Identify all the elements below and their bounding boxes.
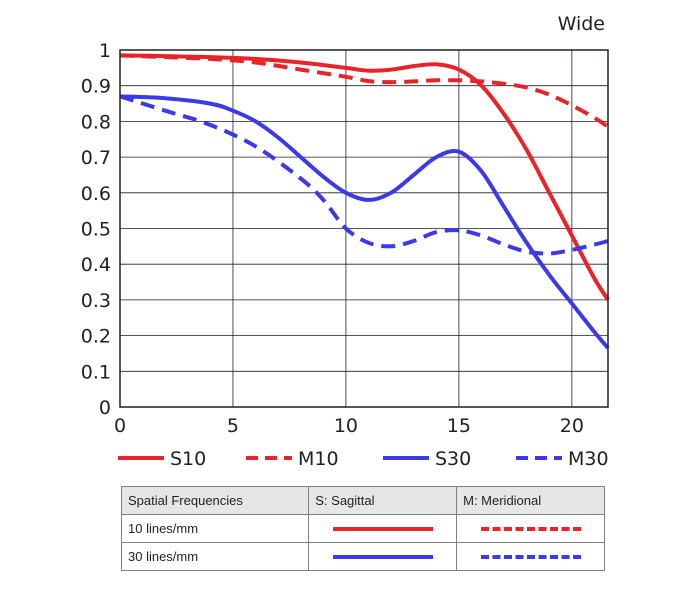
legend: S10 M10 S30 M30 (118, 448, 609, 470)
y-tick-label: 0.9 (81, 76, 111, 98)
legend-label-m30: M30 (568, 448, 609, 470)
meridional-swatch-cell (456, 514, 605, 543)
legend-label-s30: S30 (435, 448, 471, 470)
y-tick-label: 0.5 (81, 219, 111, 241)
legend-label-s10: S10 (170, 448, 206, 470)
y-tick-label: 0.3 (81, 290, 111, 312)
table-row: 30 lines/mm (120, 542, 605, 571)
y-tick-label: 0.6 (81, 183, 111, 205)
x-tick-label: 0 (114, 415, 126, 437)
header-meridional: M: Meridional (456, 486, 605, 515)
solid-line-swatch (332, 554, 433, 559)
y-tick-label: 0.8 (81, 111, 111, 133)
y-tick-label: 0.1 (81, 361, 111, 383)
mtf-chart: 0 0.1 0.2 0.3 0.4 0.5 0.6 0.7 0.8 0.9 1 0 5 10 15 20 W… (81, 13, 610, 470)
dashed-line-swatch (480, 526, 581, 531)
row-label: 10 lines/mm (120, 514, 310, 543)
x-tick-label: 20 (560, 415, 584, 437)
series-line-s30 (119, 94, 610, 350)
solid-line-swatch (332, 526, 433, 531)
header-sagittal: S: Sagittal (308, 486, 458, 515)
x-tick-labels: 0 5 10 15 20 (114, 415, 584, 437)
legend-label-m10: M10 (298, 448, 339, 470)
series-line-s10 (119, 53, 610, 301)
y-tick-label: 0.2 (81, 326, 111, 348)
table-row: 10 lines/mm (120, 514, 605, 543)
x-tick-label: 5 (227, 415, 239, 437)
x-tick-label: 15 (447, 415, 471, 437)
frequency-legend-table: Spatial Frequencies S: Sagittal M: Merid… (120, 486, 605, 571)
y-tick-label: 0.7 (81, 147, 111, 169)
series-curves (119, 53, 610, 350)
sagittal-swatch-cell (308, 514, 458, 543)
x-tick-label: 10 (334, 415, 358, 437)
y-tick-label: 0 (99, 397, 111, 419)
y-tick-label: 1 (99, 40, 111, 62)
grid-lines (119, 49, 608, 408)
y-tick-labels: 0 0.1 0.2 0.3 0.4 0.5 0.6 0.7 0.8 0.9 1 (81, 40, 111, 419)
dashed-line-swatch (480, 554, 581, 559)
plot-frame (119, 49, 609, 408)
table-header-row: Spatial Frequencies S: Sagittal M: Merid… (120, 486, 605, 515)
y-tick-label: 0.4 (81, 254, 111, 276)
sagittal-swatch-cell (308, 542, 458, 571)
header-spatial-frequencies: Spatial Frequencies (120, 486, 310, 515)
series-line-m30 (119, 94, 609, 256)
meridional-swatch-cell (456, 542, 605, 571)
row-label: 30 lines/mm (120, 542, 310, 571)
series-line-m10 (119, 53, 610, 129)
corner-label: Wide (558, 13, 605, 35)
